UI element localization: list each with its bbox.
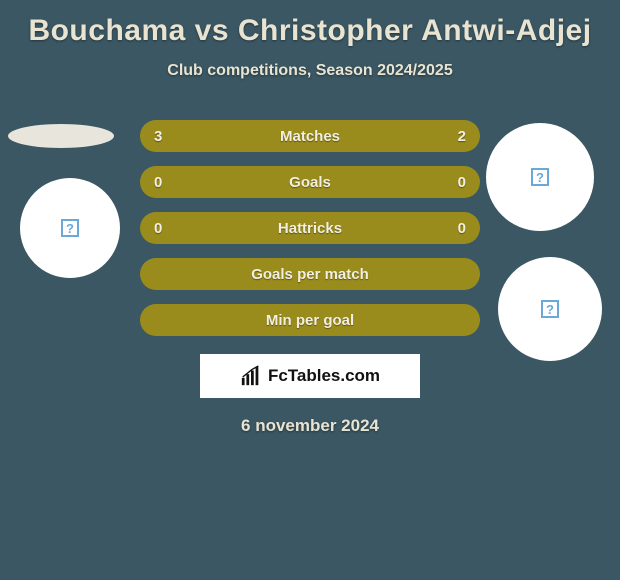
stat-label: Goals <box>140 174 480 191</box>
stats-list: 3Matches20Goals00Hattricks0Goals per mat… <box>140 120 480 336</box>
stat-label: Hattricks <box>140 220 480 237</box>
stat-right-value: 0 <box>458 220 466 237</box>
placeholder-icon: ? <box>541 300 559 318</box>
stat-label: Goals per match <box>251 266 369 283</box>
stat-row: 0Hattricks0 <box>140 212 480 244</box>
stat-right-value: 2 <box>458 128 466 145</box>
stat-left-value: 3 <box>154 128 162 145</box>
stat-row: 0Goals0 <box>140 166 480 198</box>
avatar-right-1: ? <box>486 123 594 231</box>
stat-right-value: 0 <box>458 174 466 191</box>
placeholder-icon: ? <box>61 219 79 237</box>
placeholder-icon: ? <box>531 168 549 186</box>
decorative-ellipse <box>8 124 114 148</box>
date-text: 6 november 2024 <box>0 416 620 436</box>
avatar-left: ? <box>20 178 120 278</box>
stat-label: Matches <box>140 128 480 145</box>
stat-row: Min per goal <box>140 304 480 336</box>
subtitle: Club competitions, Season 2024/2025 <box>0 62 620 80</box>
stat-row: 3Matches2 <box>140 120 480 152</box>
stat-left-value: 0 <box>154 220 162 237</box>
branding-text: FcTables.com <box>268 366 380 386</box>
stat-label: Min per goal <box>266 312 354 329</box>
chart-icon <box>240 365 262 387</box>
stat-row: Goals per match <box>140 258 480 290</box>
branding-badge: FcTables.com <box>200 354 420 398</box>
stat-left-value: 0 <box>154 174 162 191</box>
avatar-right-2: ? <box>498 257 602 361</box>
page-title: Bouchama vs Christopher Antwi-Adjej <box>0 8 620 48</box>
